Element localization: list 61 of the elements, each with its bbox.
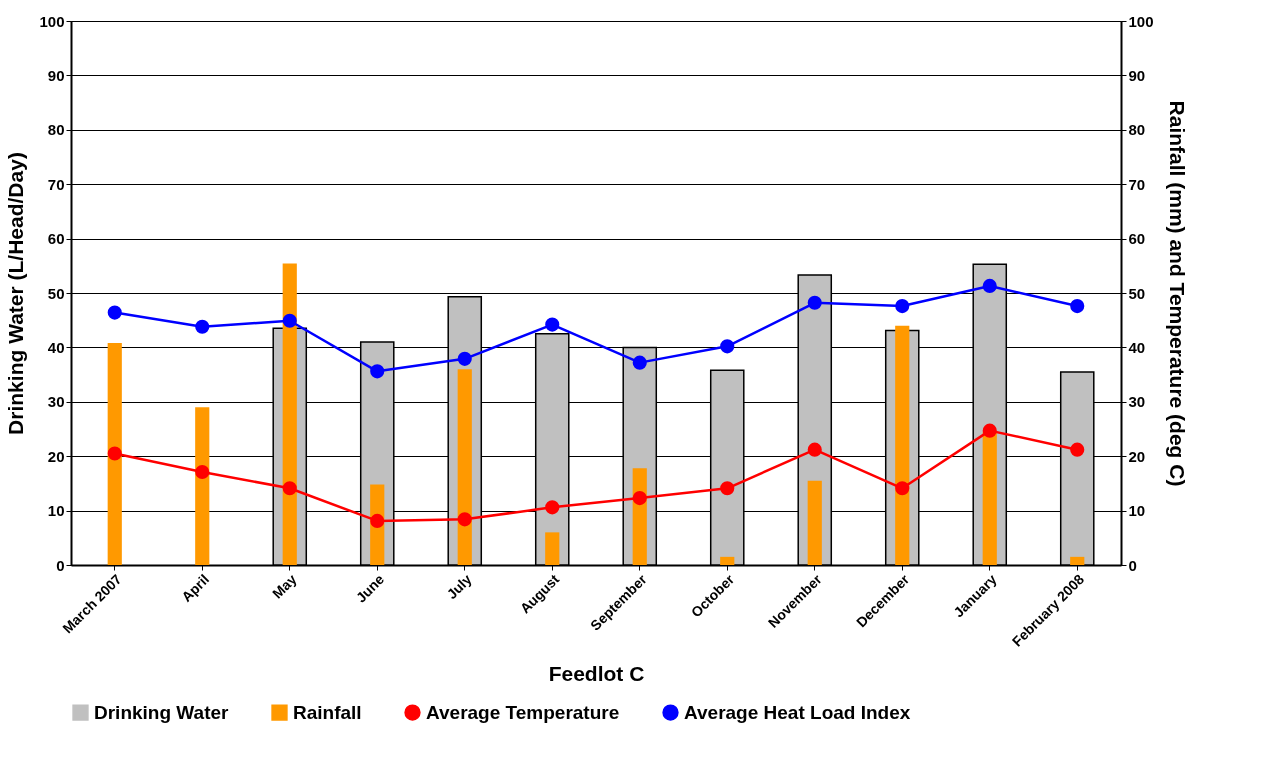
bar (457, 369, 472, 565)
y-tick-label: 90 (47, 66, 65, 84)
point (370, 513, 385, 528)
y2-tick-label: 100 (1128, 12, 1154, 30)
y2-tick-label: 90 (1128, 66, 1146, 84)
y-tick-label: 20 (47, 447, 65, 465)
y2-tick-label: 80 (1128, 121, 1146, 139)
y2-tick-label: 60 (1128, 230, 1146, 248)
bar (545, 532, 560, 565)
point (545, 317, 560, 332)
y2-tick-label: 50 (1128, 284, 1146, 302)
point (982, 278, 997, 293)
y-tick-label: 50 (47, 284, 65, 302)
point (807, 442, 822, 457)
bar (1070, 556, 1085, 565)
y-tick-label: 70 (47, 175, 65, 193)
point (1070, 442, 1085, 457)
point (370, 364, 385, 379)
point (282, 481, 297, 496)
point (545, 500, 560, 515)
point (107, 305, 122, 320)
y-tick-label: 0 (56, 556, 65, 574)
point (195, 464, 210, 480)
point (457, 351, 472, 366)
y2-tick-label: 20 (1128, 447, 1146, 465)
point (282, 313, 297, 328)
y2-tick-label: 30 (1128, 393, 1146, 411)
point (720, 481, 735, 496)
legend-label: Average Temperature (426, 701, 620, 723)
bar (982, 431, 997, 565)
point (895, 481, 910, 496)
y-tick-label: 40 (47, 338, 65, 356)
point (982, 423, 997, 438)
legend-label: Rainfall (293, 701, 362, 723)
y-tick-label: 80 (47, 121, 65, 139)
point (632, 355, 647, 370)
point (457, 512, 472, 527)
point (195, 319, 210, 334)
legend-label: Drinking Water (94, 701, 230, 723)
point (895, 299, 910, 314)
point (720, 339, 735, 354)
point (807, 295, 822, 310)
point (632, 491, 647, 506)
bar (720, 556, 735, 565)
y-tick-label: 10 (47, 502, 65, 520)
y-tick-label: 60 (47, 230, 65, 248)
bar (195, 407, 210, 565)
bar (807, 480, 822, 565)
bar (107, 343, 122, 565)
y-tick-label: 30 (47, 393, 65, 411)
point (1070, 299, 1085, 314)
y2-tick-label: 40 (1128, 338, 1146, 356)
y-tick-label: 100 (39, 12, 65, 30)
point (107, 446, 122, 461)
legend-label: Average Heat Load Index (684, 701, 911, 723)
y2-tick-label: 70 (1128, 175, 1146, 193)
y-axis-title: Drinking Water (L/Head/Day) (4, 152, 28, 435)
y2-axis-title: Rainfall (mm) and Temperature (deg C) (1165, 100, 1189, 487)
y2-tick-label: 0 (1128, 556, 1137, 574)
y2-tick-label: 10 (1128, 502, 1146, 520)
x-axis-title: Feedlot C (548, 661, 645, 685)
